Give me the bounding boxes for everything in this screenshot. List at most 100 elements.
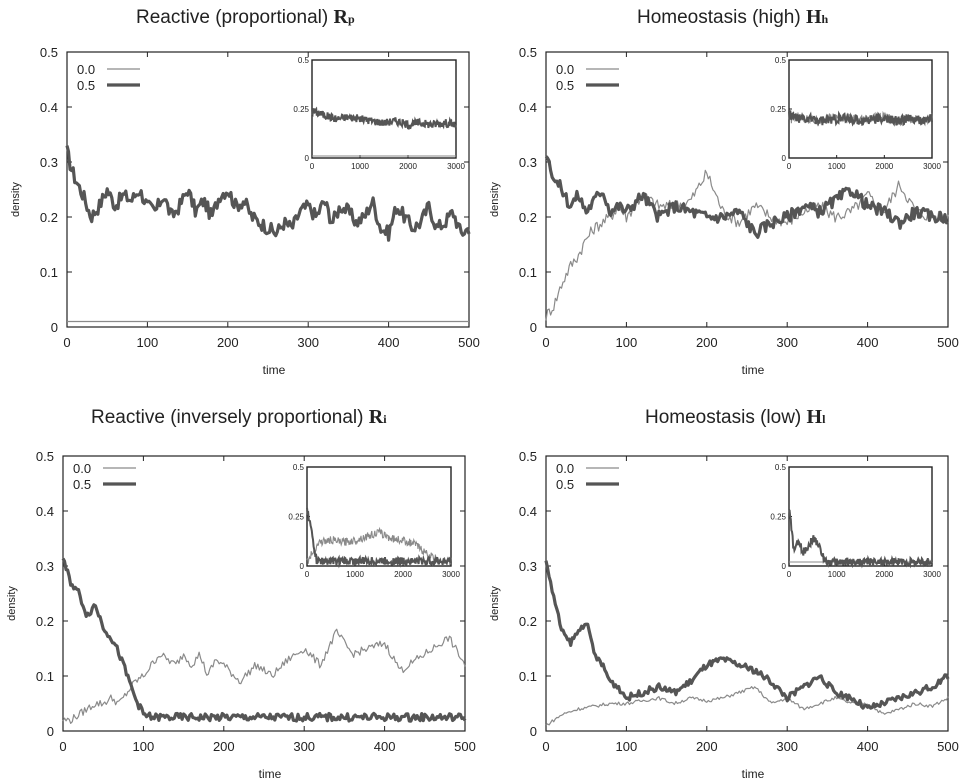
chart-panel: 0 0.1 0.2 0.3 0.4 0.5 0 100 200 300 400 500 time dens… bbox=[10, 45, 480, 377]
y-tick-label: 0.3 bbox=[40, 155, 58, 170]
x-tick-label: 300 bbox=[293, 739, 315, 754]
panel-title-text: Reactive (proportional) bbox=[136, 7, 329, 28]
x-tick-label: 200 bbox=[217, 335, 239, 350]
inset-x-tick-label: 0 bbox=[787, 570, 792, 579]
y-tick-label: 0.1 bbox=[519, 669, 537, 684]
inset-x-tick-label: 2000 bbox=[399, 162, 417, 171]
x-tick-label: 0 bbox=[542, 739, 549, 754]
legend-label: 0.0 bbox=[556, 461, 574, 476]
inset-series-line-0-5 bbox=[788, 509, 933, 569]
legend-label: 0.0 bbox=[77, 62, 95, 77]
y-tick-label: 0.3 bbox=[36, 559, 54, 574]
panel-title-symbol: R bbox=[333, 6, 348, 28]
y-tick-label: 0.5 bbox=[519, 45, 537, 60]
series-line-0-5 bbox=[544, 155, 949, 239]
inset-x-tick-label: 2000 bbox=[875, 162, 893, 171]
panel-title-symbol: H bbox=[806, 406, 823, 428]
x-tick-label: 500 bbox=[937, 739, 959, 754]
inset-series-line-0-5 bbox=[311, 106, 457, 131]
inset-y-tick-label: 0.5 bbox=[298, 56, 310, 65]
inset-frame bbox=[788, 59, 933, 159]
x-tick-label: 0 bbox=[542, 335, 549, 350]
panel-title-text: Homeostasis (low) bbox=[645, 407, 802, 428]
inset-x-tick-label: 1000 bbox=[828, 570, 846, 579]
x-tick-label: 100 bbox=[137, 335, 159, 350]
y-tick-label: 0.3 bbox=[519, 559, 537, 574]
panel-title-ri: Reactive (inversely proportional) Ri bbox=[91, 406, 387, 429]
x-tick-label: 300 bbox=[776, 739, 798, 754]
panel-title-rp: Reactive (proportional) Rp bbox=[136, 6, 355, 29]
inset-y-tick-label: 0.5 bbox=[775, 56, 787, 65]
panel-title-hh: Homeostasis (high) Hh bbox=[637, 6, 828, 29]
y-tick-label: 0.4 bbox=[519, 504, 537, 519]
plot-frame bbox=[62, 455, 466, 732]
x-tick-label: 500 bbox=[458, 335, 480, 350]
y-tick-label: 0.3 bbox=[519, 155, 537, 170]
x-axis-label: time bbox=[259, 767, 282, 781]
x-tick-label: 200 bbox=[213, 739, 235, 754]
inset-x-tick-label: 2000 bbox=[394, 570, 412, 579]
x-tick-label: 100 bbox=[616, 739, 638, 754]
panel-title-symbol: R bbox=[368, 406, 384, 428]
panel-title-text: Reactive (inversely proportional) bbox=[91, 407, 364, 428]
chart-panel: 0 0.1 0.2 0.3 0.4 0.5 0 100 200 300 400 500 time dens… bbox=[6, 449, 476, 781]
y-tick-label: 0 bbox=[47, 724, 54, 739]
x-tick-label: 100 bbox=[616, 335, 638, 350]
inset-x-tick-label: 1000 bbox=[346, 570, 364, 579]
legend-label: 0.5 bbox=[73, 477, 91, 492]
inset-chart: 0 0.25 0.5 0 1000 2000 3000 bbox=[293, 56, 465, 171]
inset-y-tick-label: 0 bbox=[782, 562, 787, 571]
y-tick-label: 0.5 bbox=[36, 449, 54, 464]
panel-title-subscript: l bbox=[822, 412, 826, 426]
panel-title-hl: Homeostasis (low) Hl bbox=[645, 406, 825, 429]
y-tick-label: 0.4 bbox=[519, 100, 537, 115]
inset-series-line-0-5 bbox=[788, 110, 933, 127]
inset-y-tick-label: 0.25 bbox=[770, 513, 786, 522]
x-tick-label: 200 bbox=[696, 335, 718, 350]
inset-chart: 0 0.25 0.5 0 1000 2000 3000 bbox=[288, 463, 460, 579]
y-axis-label: density bbox=[10, 182, 22, 217]
inset-x-tick-label: 1000 bbox=[351, 162, 369, 171]
y-tick-label: 0.2 bbox=[519, 210, 537, 225]
legend-label: 0.5 bbox=[77, 78, 95, 93]
x-axis-label: time bbox=[742, 767, 765, 781]
inset-series-line-0-0 bbox=[306, 526, 452, 566]
series-line-0-0 bbox=[545, 169, 949, 321]
panel-title-text: Homeostasis (high) bbox=[637, 7, 801, 28]
x-tick-label: 400 bbox=[374, 739, 396, 754]
x-tick-label: 200 bbox=[696, 739, 718, 754]
inset-y-tick-label: 0.5 bbox=[293, 463, 305, 472]
inset-y-tick-label: 0.25 bbox=[770, 105, 786, 114]
inset-x-tick-label: 0 bbox=[310, 162, 315, 171]
inset-y-tick-label: 0 bbox=[305, 154, 310, 163]
legend-label: 0.0 bbox=[73, 461, 91, 476]
inset-frame bbox=[311, 59, 457, 159]
x-tick-label: 400 bbox=[857, 739, 879, 754]
x-tick-label: 0 bbox=[59, 739, 66, 754]
inset-x-tick-label: 3000 bbox=[447, 162, 465, 171]
series-line-0-0 bbox=[545, 686, 949, 726]
y-tick-label: 0 bbox=[530, 320, 537, 335]
inset-x-tick-label: 0 bbox=[787, 162, 792, 171]
inset-frame bbox=[788, 466, 933, 567]
inset-x-tick-label: 2000 bbox=[875, 570, 893, 579]
x-tick-label: 300 bbox=[776, 335, 798, 350]
legend-label: 0.5 bbox=[556, 477, 574, 492]
inset-series-line-0-5 bbox=[306, 507, 452, 569]
inset-y-tick-label: 0.25 bbox=[293, 105, 309, 114]
inset-x-tick-label: 1000 bbox=[828, 162, 846, 171]
x-tick-label: 500 bbox=[454, 739, 476, 754]
y-axis-label: density bbox=[489, 586, 501, 621]
panel-title-subscript: i bbox=[383, 412, 387, 426]
panel-title-subscript: p bbox=[347, 12, 355, 26]
legend-label: 0.5 bbox=[556, 78, 574, 93]
legend-label: 0.0 bbox=[556, 62, 574, 77]
y-tick-label: 0.1 bbox=[519, 265, 537, 280]
series-line-0-5 bbox=[61, 557, 467, 723]
y-tick-label: 0.2 bbox=[519, 614, 537, 629]
x-axis-label: time bbox=[742, 363, 765, 377]
inset-y-tick-label: 0 bbox=[300, 562, 305, 571]
y-tick-label: 0.1 bbox=[36, 669, 54, 684]
y-tick-label: 0.5 bbox=[40, 45, 58, 60]
